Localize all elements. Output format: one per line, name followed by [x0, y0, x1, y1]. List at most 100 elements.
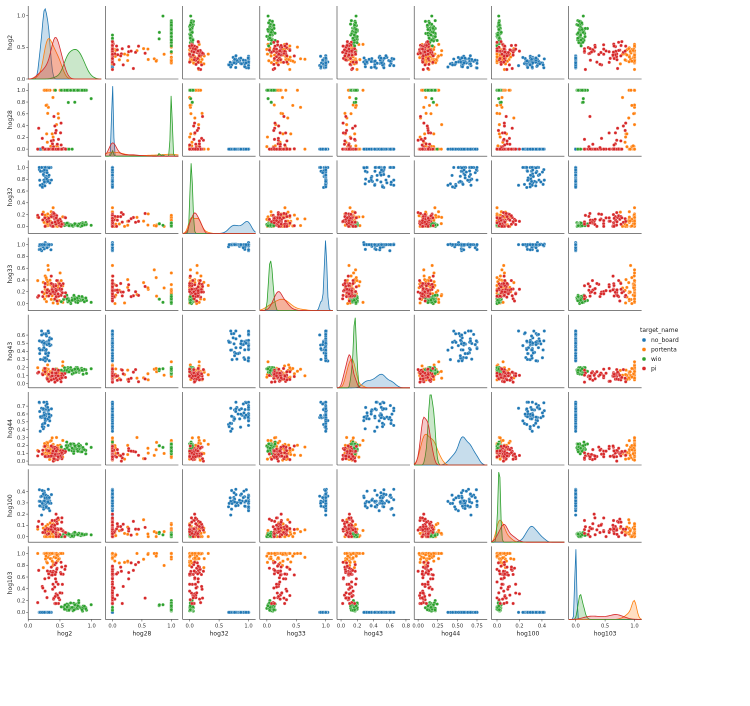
scatter-point-pi [273, 67, 276, 70]
scatter-point-wio [431, 27, 434, 30]
scatter-point-no_board [529, 185, 532, 188]
scatter-point-pi [116, 288, 119, 291]
scatter-point-no_board [446, 148, 449, 151]
scatter-point-pi [54, 284, 57, 287]
scatter-point-portenta [345, 123, 348, 126]
scatter-point-portenta [630, 224, 633, 227]
scatter-point-wio [266, 89, 269, 92]
scatter-point-pi [341, 121, 344, 124]
scatter-point-no_board [39, 170, 42, 173]
y-tick-label: 0.2 [17, 212, 25, 218]
scatter-point-no_board [525, 59, 528, 62]
scatter-point-pi [594, 46, 597, 49]
scatter-point-no_board [574, 174, 577, 177]
scatter-point-no_board [234, 54, 237, 57]
scatter-point-portenta [496, 144, 499, 147]
scatter-point-pi [347, 53, 350, 56]
scatter-point-pi [616, 127, 619, 130]
panel-hog2-vs-hog43 [337, 6, 410, 79]
scatter-point-pi [285, 148, 288, 151]
scatter-point-pi [495, 148, 498, 151]
scatter-point-pi [353, 47, 356, 50]
scatter-point-portenta [422, 106, 425, 109]
scatter-point-pi [498, 148, 501, 151]
scatter-point-pi [613, 148, 616, 151]
scatter-point-pi [278, 148, 281, 151]
scatter-point-pi [283, 44, 286, 47]
scatter-point-pi [615, 220, 618, 223]
scatter-point-wio [170, 24, 173, 27]
scatter-point-pi [602, 225, 605, 228]
scatter-point-pi [602, 43, 605, 46]
scatter-point-portenta [267, 59, 270, 62]
scatter-point-no_board [47, 174, 50, 177]
scatter-point-pi [514, 219, 517, 222]
scatter-point-pi [192, 50, 195, 53]
scatter-point-portenta [190, 141, 193, 144]
scatter-point-wio [353, 24, 356, 27]
scatter-point-pi [115, 44, 118, 47]
scatter-point-portenta [118, 58, 121, 61]
scatter-point-portenta [163, 286, 166, 289]
scatter-point-wio [170, 32, 173, 35]
scatter-point-no_board [242, 246, 245, 249]
scatter-point-pi [495, 41, 498, 44]
scatter-point-pi [127, 289, 130, 292]
scatter-point-pi [349, 213, 352, 216]
scatter-point-portenta [628, 210, 631, 213]
scatter-point-portenta [512, 116, 515, 119]
scatter-point-no_board [381, 185, 384, 188]
scatter-point-wio [353, 33, 356, 36]
scatter-point-no_board [244, 243, 247, 246]
scatter-point-no_board [392, 184, 395, 187]
panel-hog32-vs-hog33 [260, 160, 333, 233]
scatter-point-portenta [500, 96, 503, 99]
scatter-point-pi [46, 220, 49, 223]
scatter-point-wio [580, 44, 583, 47]
scatter-point-pi [277, 213, 280, 216]
scatter-point-portenta [303, 148, 306, 151]
scatter-point-pi [426, 67, 429, 70]
scatter-point-pi [41, 137, 44, 140]
scatter-point-portenta [299, 106, 302, 109]
scatter-point-no_board [469, 173, 472, 176]
scatter-point-portenta [188, 135, 191, 138]
scatter-point-portenta [46, 112, 49, 115]
scatter-point-pi [284, 131, 287, 134]
scatter-point-pi [273, 57, 276, 60]
scatter-point-pi [355, 216, 358, 219]
scatter-point-portenta [348, 206, 351, 209]
scatter-point-pi [278, 49, 281, 52]
scatter-point-no_board [475, 66, 478, 69]
scatter-point-no_board [389, 148, 392, 151]
scatter-point-pi [431, 216, 434, 219]
scatter-point-no_board [542, 183, 545, 186]
scatter-point-no_board [469, 62, 472, 65]
scatter-point-portenta [47, 268, 50, 271]
scatter-point-wio [354, 89, 357, 92]
scatter-point-wio [80, 89, 83, 92]
scatter-point-pi [293, 54, 296, 57]
scatter-point-portenta [265, 145, 268, 148]
scatter-point-pi [518, 148, 521, 151]
scatter-point-pi [197, 285, 200, 288]
scatter-point-portenta [45, 132, 48, 135]
scatter-point-no_board [446, 65, 449, 68]
scatter-point-wio [170, 224, 173, 227]
scatter-point-no_board [459, 175, 462, 178]
scatter-point-pi [189, 275, 192, 278]
scatter-point-portenta [348, 96, 351, 99]
scatter-point-portenta [627, 116, 630, 119]
scatter-point-portenta [424, 96, 427, 99]
scatter-point-pi [351, 61, 354, 64]
scatter-point-pi [609, 220, 612, 223]
scatter-point-wio [269, 33, 272, 36]
scatter-point-portenta [135, 216, 138, 219]
scatter-point-pi [115, 284, 118, 287]
scatter-point-portenta [624, 135, 627, 138]
scatter-point-portenta [58, 271, 61, 274]
scatter-point-wio [354, 28, 357, 31]
scatter-point-pi [495, 49, 498, 52]
scatter-point-wio [69, 89, 72, 92]
scatter-point-pi [122, 290, 125, 293]
